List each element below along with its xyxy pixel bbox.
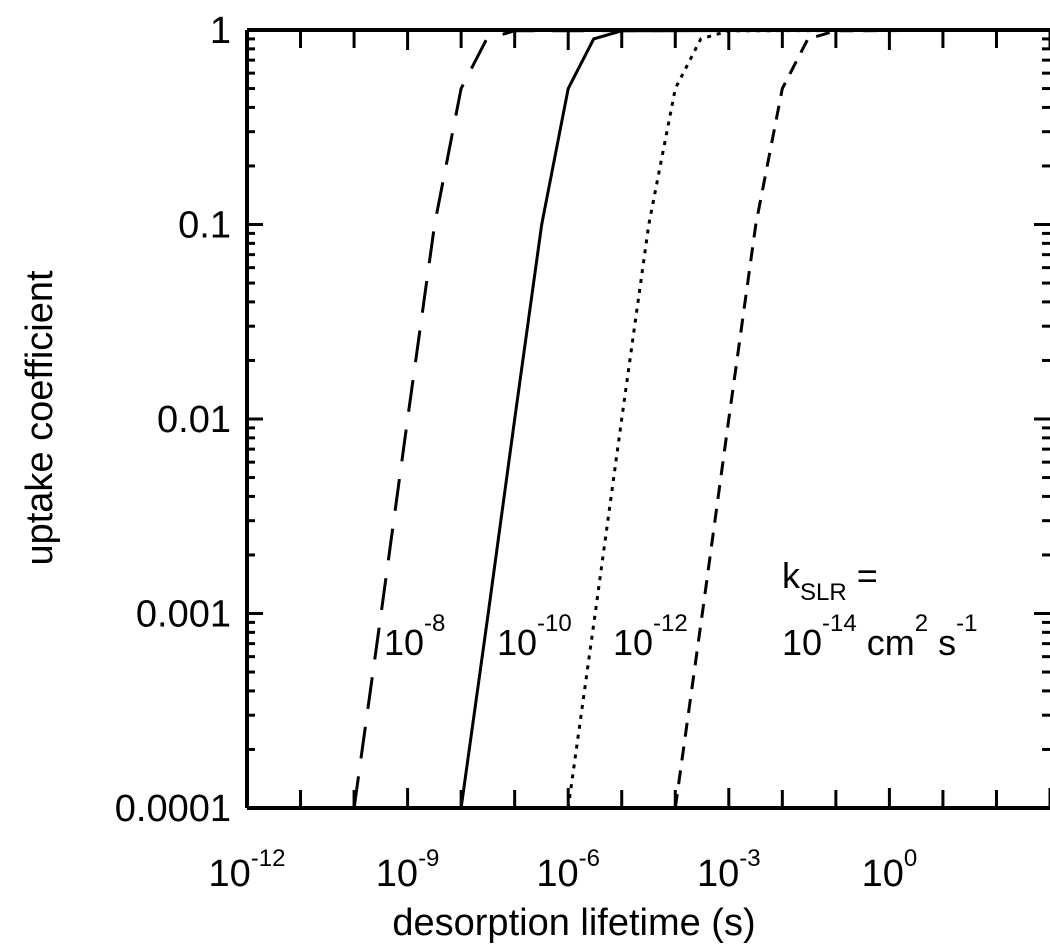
axis-labels: 1 0.1 0.01 0.001 0.0001 10-12 10-9 10-6 10-3 100 bbox=[115, 10, 917, 895]
x-tick-label: 10-9 bbox=[376, 845, 440, 895]
y-tick-label: 1 bbox=[210, 10, 231, 52]
x-axis-title: desorption lifetime (s) bbox=[392, 902, 755, 944]
curve-label-0: 10-8 bbox=[384, 610, 445, 663]
k-slr-annotation: kSLR = bbox=[782, 555, 878, 606]
y-tick-label: 0.001 bbox=[136, 594, 231, 636]
x-tick-label: 10-3 bbox=[697, 845, 761, 895]
curves bbox=[352, 28, 1050, 809]
series-line-1 bbox=[459, 28, 1050, 809]
y-tick-label: 0.0001 bbox=[115, 788, 231, 830]
y-tick-label: 0.1 bbox=[178, 205, 231, 247]
x-tick-label: 100 bbox=[862, 845, 918, 895]
y-tick-label: 0.01 bbox=[157, 399, 231, 441]
series-line-2 bbox=[566, 28, 1050, 809]
series-line-3 bbox=[673, 28, 1050, 809]
plot-frame bbox=[245, 28, 1050, 810]
curve-label-2: 10-12 bbox=[613, 610, 688, 663]
y-axis-title: uptake coefficient bbox=[19, 270, 61, 565]
series-line-0 bbox=[352, 28, 1050, 809]
curve-label-3: 10-14 cm2 s-1 bbox=[782, 610, 977, 663]
curve-label-1: 10-10 bbox=[497, 610, 572, 663]
x-tick-label: 10-6 bbox=[536, 845, 600, 895]
x-tick-label: 10-12 bbox=[209, 845, 286, 895]
